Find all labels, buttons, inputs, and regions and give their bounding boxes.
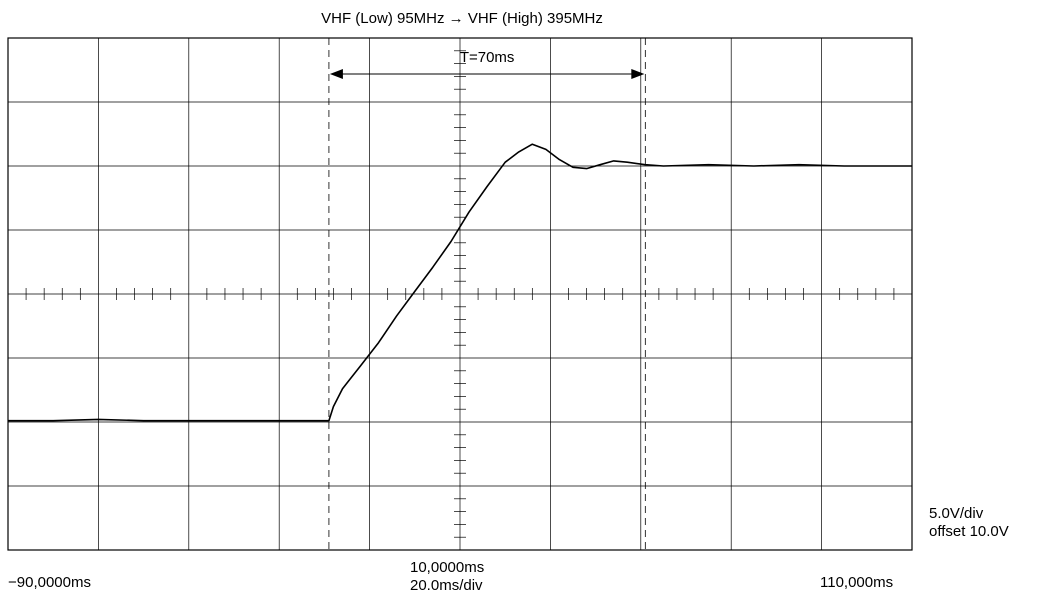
minor-ticks (25, 50, 895, 538)
measurement-arrowhead-right (631, 69, 645, 79)
x-center-label: 10,0000ms (410, 559, 485, 576)
x-start-label: −90,0000ms (8, 574, 91, 591)
grid (8, 38, 912, 550)
waveform-trace (8, 143, 912, 422)
time-per-div-label: 20.0ms/div (410, 577, 483, 594)
waveform-line (8, 143, 912, 422)
offset-label: offset 10.0V (929, 523, 1009, 540)
plot-frame (7, 37, 913, 551)
measurement-annotation: T=70ms (329, 49, 645, 79)
x-end-label: 110,000ms (820, 574, 894, 591)
volts-per-div-label: 5.0V/div (929, 505, 984, 522)
time-cursors (328, 38, 646, 550)
measurement-label: T=70ms (460, 49, 515, 66)
measurement-arrowhead-left (329, 69, 343, 79)
chart-title: VHF (Low) 95MHz → VHF (High) 395MHz (321, 10, 603, 27)
